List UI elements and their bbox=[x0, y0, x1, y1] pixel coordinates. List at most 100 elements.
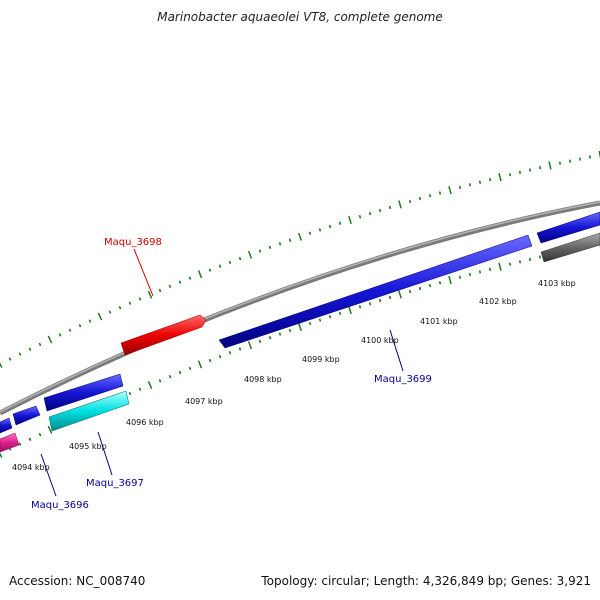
outer-scale-tick bbox=[378, 208, 382, 213]
gene-label-maqu-3698[interactable]: Maqu_3698 bbox=[104, 237, 162, 248]
outer-scale-ring bbox=[0, 150, 600, 368]
inner-scale-tick bbox=[348, 306, 352, 315]
inner-scale-tick bbox=[518, 260, 522, 264]
outer-scale-tick bbox=[158, 288, 162, 293]
outer-scale-tick bbox=[28, 347, 32, 351]
outer-scale-tick bbox=[47, 335, 53, 344]
inner-scale-tick bbox=[38, 432, 42, 437]
inner-scale-tick bbox=[28, 437, 32, 442]
cds-feature-right-gray[interactable] bbox=[540, 232, 600, 263]
inner-scale-tick bbox=[178, 370, 182, 375]
outer-scale-tick bbox=[8, 357, 12, 361]
cds-feature-blue-mid[interactable] bbox=[43, 373, 124, 412]
outer-scale-tick bbox=[338, 221, 342, 225]
inner-scale-tick bbox=[288, 328, 292, 333]
gene-feature-maqu-3697[interactable] bbox=[48, 390, 130, 432]
outer-scale-tick bbox=[498, 173, 502, 182]
outer-scale-tick bbox=[548, 161, 552, 170]
scale-label-4098: 4098 kbp bbox=[244, 375, 282, 384]
gene-feature-maqu-3698[interactable] bbox=[120, 314, 207, 356]
accession-text: Accession: NC_008740 bbox=[9, 574, 146, 588]
outer-scale-tick bbox=[438, 191, 442, 195]
genome-backbone bbox=[0, 200, 600, 416]
outer-scale-tick bbox=[297, 232, 303, 241]
outer-scale-tick bbox=[588, 155, 592, 159]
cds-feature-right-blue[interactable] bbox=[536, 211, 600, 244]
outer-scale-tick bbox=[78, 323, 82, 328]
outer-scale-tick bbox=[97, 312, 103, 321]
inner-scale-tick bbox=[0, 452, 3, 458]
gene-feature-maqu-3699[interactable] bbox=[218, 234, 533, 349]
scale-label-4103: 4103 kbp bbox=[538, 279, 576, 288]
cds-feature-blue-edge[interactable] bbox=[0, 417, 13, 434]
outer-scale-tick bbox=[448, 186, 452, 195]
outer-scale-tick bbox=[318, 228, 322, 232]
inner-scale-ring bbox=[0, 239, 600, 458]
outer-scale-tick bbox=[38, 342, 42, 347]
inner-scale-tick bbox=[488, 267, 492, 272]
outer-scale-tick bbox=[88, 319, 92, 323]
inner-scale-tick bbox=[308, 321, 312, 326]
outer-scale-tick bbox=[528, 168, 532, 172]
inner-scale-tick bbox=[218, 354, 222, 359]
outer-scale-tick bbox=[518, 170, 522, 174]
outer-scale-tick bbox=[68, 328, 72, 332]
inner-scale-tick bbox=[268, 336, 272, 340]
inner-scale-tick bbox=[468, 272, 472, 277]
scale-label-4094: 4094 kbp bbox=[12, 463, 50, 472]
cds-feature-blue-small[interactable] bbox=[12, 405, 41, 426]
inner-scale-tick bbox=[128, 391, 132, 396]
inner-scale-tick bbox=[528, 257, 532, 262]
outer-scale-tick bbox=[58, 333, 62, 337]
inner-scale-tick bbox=[388, 295, 392, 300]
outer-scale-tick bbox=[258, 249, 262, 253]
callout-line-maqu-3696 bbox=[40, 453, 57, 497]
scale-label-4101: 4101 kbp bbox=[420, 317, 458, 326]
inner-scale-tick bbox=[147, 381, 153, 389]
outer-scale-tick bbox=[228, 260, 232, 265]
genome-summary-text: Topology: circular; Length: 4,326,849 bp… bbox=[261, 574, 591, 588]
inner-scale-tick bbox=[297, 322, 303, 332]
gene-label-maqu-3696[interactable]: Maqu_3696 bbox=[31, 500, 89, 511]
inner-scale-tick bbox=[188, 366, 192, 371]
outer-scale-tick bbox=[197, 270, 203, 279]
callout-line-maqu-3698 bbox=[133, 248, 154, 297]
outer-scale-tick bbox=[178, 280, 182, 284]
outer-scale-tick bbox=[247, 250, 253, 259]
gene-label-maqu-3697[interactable]: Maqu_3697 bbox=[86, 478, 144, 489]
inner-scale-tick bbox=[278, 332, 282, 336]
outer-scale-tick bbox=[288, 238, 292, 242]
inner-scale-tick bbox=[418, 286, 422, 291]
gene-feature-maqu-3696[interactable] bbox=[0, 432, 20, 453]
inner-scale-tick bbox=[458, 275, 462, 279]
genome-backbone-highlight bbox=[0, 201, 600, 413]
gene-label-maqu-3699[interactable]: Maqu_3699 bbox=[374, 374, 432, 385]
inner-scale-tick bbox=[368, 302, 372, 306]
outer-scale-tick bbox=[218, 264, 222, 268]
outer-scale-tick bbox=[118, 305, 122, 310]
outer-scale-tick bbox=[348, 215, 352, 225]
outer-scale-tick bbox=[398, 200, 402, 209]
outer-scale-tick bbox=[478, 180, 482, 184]
outer-scale-tick bbox=[18, 352, 22, 356]
inner-scale-tick bbox=[258, 339, 262, 344]
outer-scale-tick bbox=[598, 150, 600, 159]
inner-scale-tick bbox=[158, 379, 162, 383]
outer-scale-tick bbox=[208, 268, 212, 272]
inner-scale-tick bbox=[247, 341, 253, 350]
outer-scale-tick bbox=[128, 301, 132, 305]
outer-scale-tick bbox=[368, 211, 372, 216]
outer-scale-tick bbox=[468, 183, 472, 187]
callout-line-maqu-3697 bbox=[97, 431, 113, 476]
outer-scale-tick bbox=[268, 245, 272, 250]
inner-scale-tick bbox=[318, 318, 322, 322]
inner-scale-tick bbox=[168, 374, 172, 379]
outer-scale-tick bbox=[328, 224, 332, 229]
outer-scale-tick bbox=[278, 242, 282, 246]
inner-scale-tick bbox=[328, 315, 332, 319]
inner-scale-tick bbox=[438, 281, 442, 285]
outer-scale-tick bbox=[0, 362, 3, 368]
outer-scale-tick bbox=[458, 185, 462, 190]
inner-scale-tick bbox=[478, 270, 482, 274]
